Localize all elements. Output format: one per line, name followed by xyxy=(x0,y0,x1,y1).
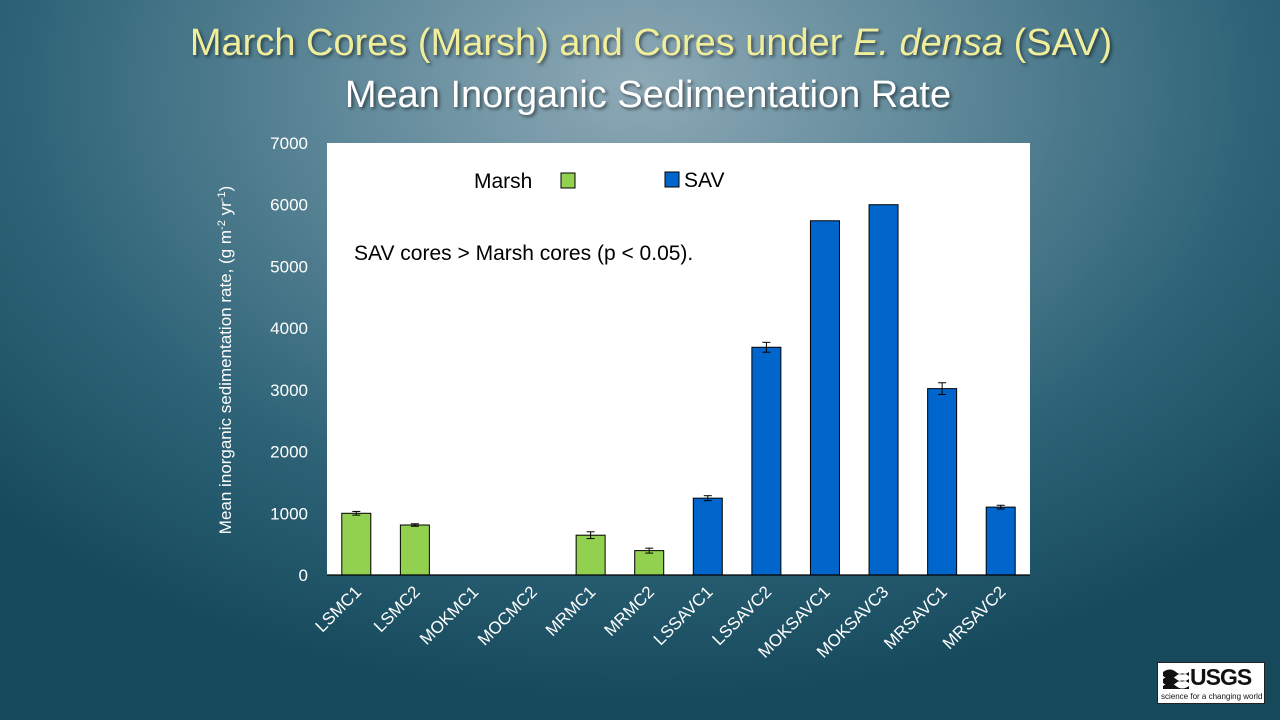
usgs-tagline: science for a changing world xyxy=(1161,692,1263,701)
title-text-part2: (SAV) xyxy=(1003,22,1113,64)
title-italic-species: E. densa xyxy=(853,22,1004,64)
slide-subtitle: Mean Inorganic Sedimentation Rate xyxy=(344,74,952,116)
legend-label-sav: SAV xyxy=(684,169,724,192)
y-axis-ticks: 0 1000 2000 3000 4000 5000 6000 7000 xyxy=(270,134,308,585)
bar-mrmc2 xyxy=(634,550,665,576)
legend-swatch-marsh xyxy=(560,172,576,189)
x-tick-label-mokmc1: MOKMC1 xyxy=(416,582,482,648)
y-tick-label: 4000 xyxy=(270,319,308,338)
error-bar-mrsavc2 xyxy=(996,504,1005,510)
plot-area xyxy=(327,143,1030,575)
y-tick-label: 6000 xyxy=(270,196,308,215)
title-text-part1: March Cores (Marsh) and Cores under xyxy=(189,22,854,64)
error-bars xyxy=(352,341,1005,554)
y-tick-label: 5000 xyxy=(270,257,308,276)
x-tick-label-lsmc2: LSMC2 xyxy=(370,582,424,636)
x-tick-label-mrmc2: MRMC2 xyxy=(601,582,659,640)
y-tick-label: 1000 xyxy=(270,504,308,523)
error-bar-lssavc1 xyxy=(703,495,712,502)
bar-lssavc2 xyxy=(751,346,782,576)
slide-title: March Cores (Marsh) and Cores under E. d… xyxy=(0,22,1280,65)
usgs-logo: USGS science for a changing world xyxy=(1157,662,1265,704)
bar-mrsavc1 xyxy=(927,388,958,576)
x-tick-label-lssavc1: LSSAVC1 xyxy=(650,582,717,649)
legend-swatch-sav xyxy=(664,171,680,188)
y-tick-label: 3000 xyxy=(270,381,308,400)
error-bar-mrsavc1 xyxy=(938,382,947,395)
y-tick-label: 2000 xyxy=(270,443,308,462)
stat-annotation: SAV cores > Marsh cores (p < 0.05). xyxy=(354,242,693,265)
usgs-wave-icon xyxy=(1163,669,1189,689)
error-bar-lsmc2 xyxy=(410,523,419,527)
error-bar-lsmc1 xyxy=(352,510,361,516)
bar-lssavc1 xyxy=(692,497,723,576)
x-tick-label-mrsavc2: MRSAVC2 xyxy=(939,582,1010,653)
x-tick-label-mrmc1: MRMC1 xyxy=(542,582,600,640)
bar-mrmc1 xyxy=(575,534,606,576)
y-tick-label: 7000 xyxy=(270,134,308,153)
bar-moksavc1 xyxy=(809,220,840,576)
bar-mrsavc2 xyxy=(985,506,1016,576)
error-bar-mrmc1 xyxy=(586,531,595,540)
bar-lsmc2 xyxy=(399,524,430,576)
legend-label-marsh: Marsh xyxy=(474,170,532,193)
x-tick-label-lsmc1: LSMC1 xyxy=(312,582,366,636)
bars xyxy=(341,204,1016,576)
error-bar-mrmc2 xyxy=(645,547,654,554)
y-tick-label: 0 xyxy=(299,566,308,585)
bar-lsmc1 xyxy=(341,512,372,576)
x-tick-label-mocmc2: MOCMC2 xyxy=(474,582,541,649)
error-bar-lssavc2 xyxy=(762,341,771,353)
bar-moksavc3 xyxy=(868,204,899,576)
y-axis-label: Mean inorganic sedimentation rate, (g m-… xyxy=(216,186,235,534)
usgs-logo-text: USGS xyxy=(1190,664,1252,690)
